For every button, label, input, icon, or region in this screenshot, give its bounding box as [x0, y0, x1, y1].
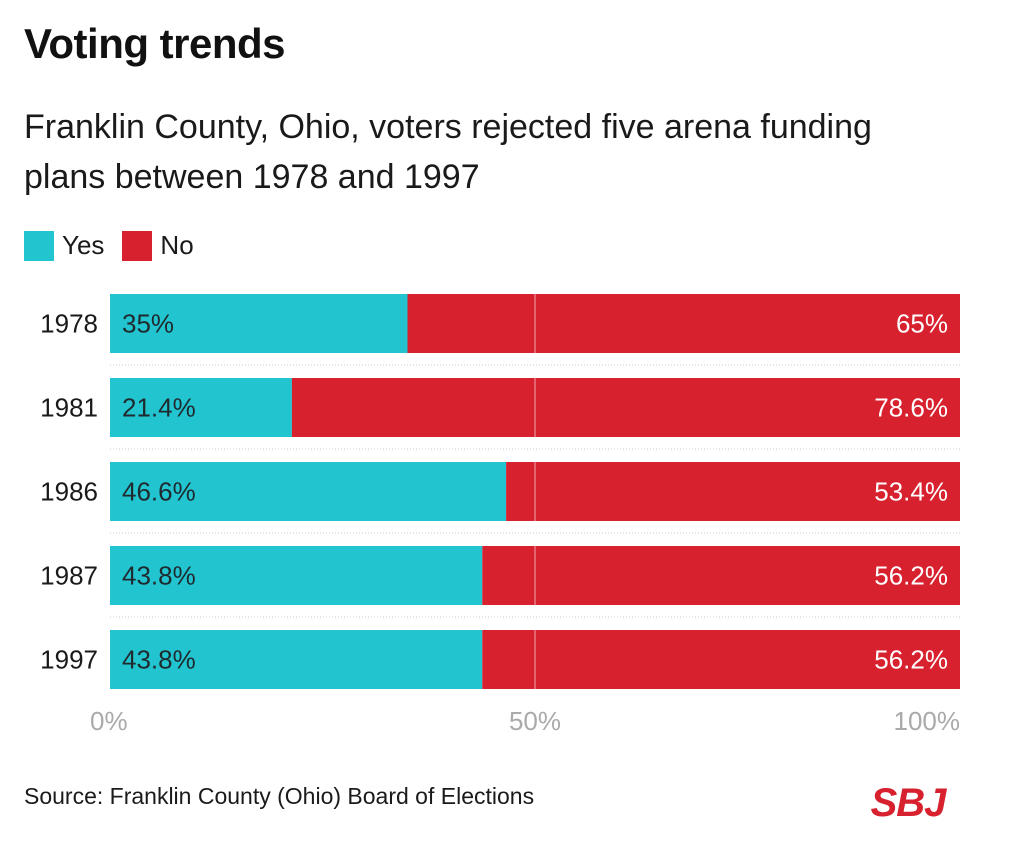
legend-swatch-no: [122, 230, 153, 261]
bar-yes-1986: [110, 462, 507, 521]
x-tick-label-0: 0%: [90, 706, 128, 736]
legend-swatch-yes: [24, 230, 54, 261]
category-label-1986: 1986: [40, 477, 98, 507]
chart-title: Voting trends: [24, 20, 286, 67]
bar-yes-1981: [110, 378, 292, 437]
category-label-1981: 1981: [40, 393, 98, 423]
legend-label-yes: Yes: [62, 230, 105, 260]
legend-item-yes: Yes: [24, 230, 104, 261]
bar-no-1986: [506, 462, 960, 521]
data-label-yes-1981: 21.4%: [122, 393, 196, 423]
legend-label-no: No: [160, 230, 194, 260]
data-label-yes-1986: 46.6%: [122, 477, 196, 507]
chart-subtitle: Franklin County, Ohio, voters rejected f…: [24, 108, 872, 196]
bar-no-1981: [291, 378, 960, 437]
x-tick-label-50: 50%: [509, 706, 561, 736]
bar-no-1978: [407, 294, 960, 353]
bar-yes-1978: [110, 294, 408, 353]
data-label-no-1978: 65%: [896, 309, 948, 339]
x-tick-label-100: 100%: [894, 706, 961, 736]
bar-yes-1997: [110, 630, 483, 689]
data-label-no-1997: 56.2%: [874, 645, 948, 675]
category-label-1997: 1997: [40, 645, 98, 675]
legend-item-no: No: [122, 230, 194, 261]
bar-yes-1987: [110, 546, 483, 605]
stacked-bar-chart: 1978 35% 65% 1981 21.4% 78.6% 1986 46.6% 53.4% 19…: [40, 294, 961, 736]
data-label-yes-1997: 43.8%: [122, 645, 196, 675]
sbj-logo-text: SBJ: [871, 781, 948, 822]
sbj-logo: SBJ: [871, 781, 949, 822]
category-label-1987: 1987: [40, 561, 98, 591]
data-label-no-1987: 56.2%: [874, 561, 948, 591]
data-label-no-1981: 78.6%: [874, 393, 948, 423]
legend: Yes No: [24, 230, 212, 261]
data-label-yes-1978: 35%: [122, 309, 174, 339]
category-label-1978: 1978: [40, 309, 98, 339]
data-label-no-1986: 53.4%: [874, 477, 948, 507]
source-note: Source: Franklin County (Ohio) Board of …: [24, 783, 535, 809]
bar-no-1997: [482, 630, 960, 689]
bar-no-1987: [482, 546, 960, 605]
data-label-yes-1987: 43.8%: [122, 561, 196, 591]
